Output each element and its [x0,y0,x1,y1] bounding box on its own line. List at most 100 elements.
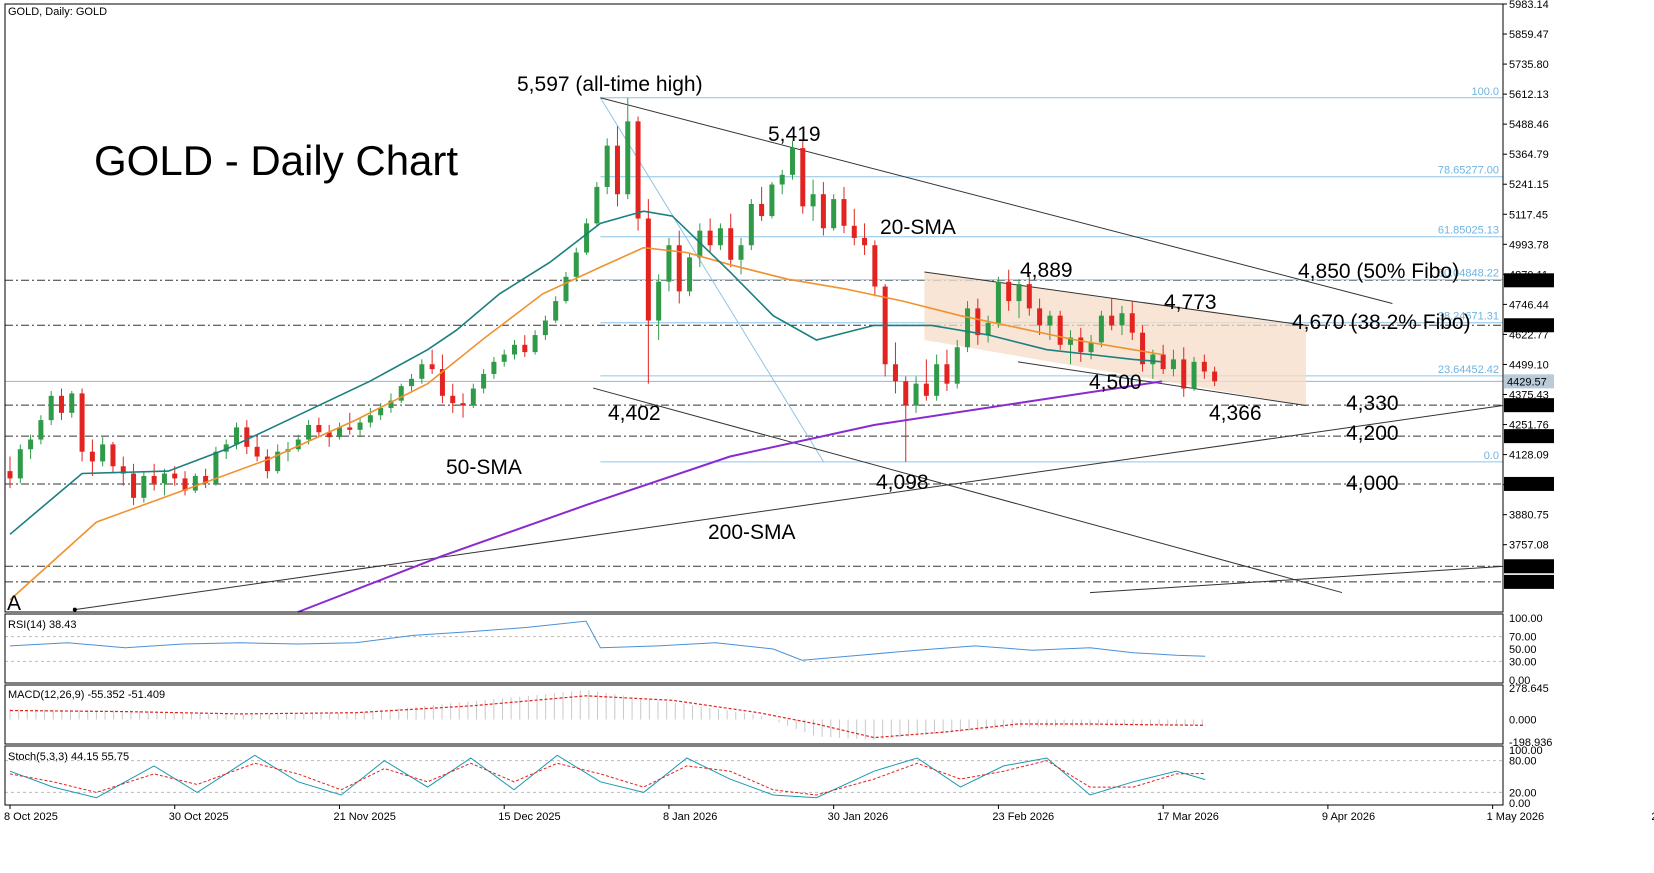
candle-body [965,308,971,348]
candle-body [79,393,85,452]
price-box [1504,318,1554,333]
y-tick-label: 4128.09 [1509,450,1549,462]
x-tick-label: 8 Jan 2026 [663,811,717,823]
marker-a: A [7,592,21,615]
fibonacci-label: 50.04848.22 [1438,268,1499,280]
long-rising-trendline [74,405,1504,611]
candle-body [944,364,950,384]
candle-body [512,344,518,355]
candle-body [48,395,54,421]
trendline-anchor [72,607,77,612]
candle-body [810,194,816,207]
y-tick-label: 4622.77 [1509,329,1549,341]
price-panel: 100.0 78.65277.00 61.85025.13 50.04848.22 38… [5,73,1504,615]
candle-body [213,451,219,484]
rsi-line [9,620,1206,661]
level-label: 4,200 [1346,422,1399,445]
sma-label: 50-SMA [446,456,522,479]
candle-body [7,471,13,479]
candle-body [295,439,301,450]
axes: 5983.14 5859.47 5735.80 5612.13 5488.46 5364.… [4,0,1654,823]
candle-body [131,473,137,498]
candle-body [1170,359,1176,370]
candle-body [223,444,229,452]
candle-body [172,473,178,479]
candle-body [398,386,404,401]
candle-body [625,121,631,195]
sma-label: 20-SMA [880,216,956,239]
candle-body [985,322,991,336]
candle-body [697,230,703,258]
candle-body [728,228,734,260]
x-tick-label: 8 Oct 2025 [4,811,58,823]
fibonacci-label: 38.24671.31 [1438,311,1499,323]
panel-frame-1 [4,613,1504,684]
fibonacci-label: 23.64452.42 [1438,364,1499,376]
price-box-label: 3603.96 [1507,577,1547,589]
price-annotation: 4,773 [1164,291,1217,314]
x-tick-label: 1 May 2026 [1487,811,1544,823]
candle-body [182,478,188,491]
rsi-tick-label: 100.00 [1509,613,1543,625]
fibonacci-label: 61.85025.13 [1438,225,1499,237]
candle-body [120,466,126,474]
chart-title: GOLD - Daily Chart [94,137,458,184]
candle-body [481,373,487,389]
sma20-line [9,210,1163,535]
candle-body [532,335,538,353]
candle-body [1088,342,1094,353]
panel-frame-3 [4,745,1504,806]
descending-channel-area [924,271,1306,406]
candle-body [161,473,167,484]
candle-body [38,420,44,440]
candle-body [862,237,868,246]
candle-body [1016,284,1022,302]
panel-frame-2 [4,684,1504,745]
x-tick-label: 9 Apr 2026 [1322,811,1375,823]
y-tick-label: 3880.75 [1509,510,1549,522]
symbol-label: GOLD, Daily: GOLD [8,6,107,18]
candle-body [316,424,322,433]
price-box-label: 4429.57 [1507,376,1547,388]
rsi-label: RSI(14) 38.43 [8,619,76,631]
candle-body [409,378,415,387]
candle-body [1160,354,1166,370]
stoch-d-line [9,760,1206,796]
candle-body [738,245,744,260]
candle-body [470,388,476,406]
candle-body [584,223,590,253]
panel-frame-0 [4,3,1504,613]
candle-body [264,456,270,472]
macd-label: MACD(12,26,9) -55.352 -51.409 [8,689,165,701]
candle-body [1037,308,1043,326]
candle-body [759,203,765,217]
candle-body [666,245,672,282]
y-tick-label: 5612.13 [1509,89,1549,101]
y-tick-label: 5735.80 [1509,59,1549,71]
lower-trendline [593,387,1343,594]
candle-body [367,415,373,423]
fibonacci-label: 100.0 [1471,86,1499,98]
candle-body [192,475,198,491]
stoch-tick-label: 0.00 [1509,798,1530,810]
candle-body [820,194,826,229]
candle-body [614,145,620,195]
price-box [1504,398,1554,413]
candle-body [717,228,723,246]
candle-body [645,218,651,321]
macd-panel: MACD(12,26,9) -55.352 -51.409 278.645 0.00… [8,683,1552,749]
price-box [1504,559,1554,574]
candle-body [1212,371,1218,382]
sma200-line [297,380,1163,613]
price-annotation: 5,597 (all-time high) [517,73,703,96]
x-tick-label: 25 May 2026 [1651,811,1654,823]
level-label: 4,330 [1346,392,1399,415]
candle-body [89,451,95,462]
candle-body [831,199,837,229]
candle-body [1150,354,1156,365]
upper-trendline [600,97,1393,305]
rsi-tick-label: 0.00 [1509,675,1530,687]
y-tick-label: 5859.47 [1509,29,1549,41]
